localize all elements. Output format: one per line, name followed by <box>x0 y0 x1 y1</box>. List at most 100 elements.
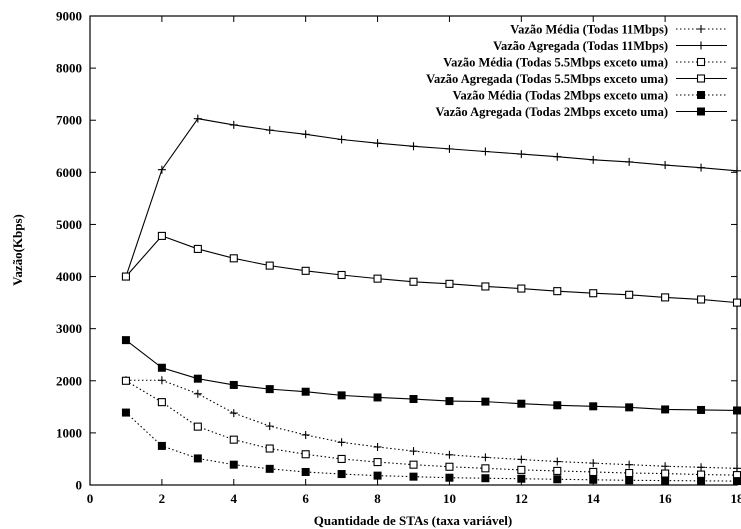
series-3-point-4 <box>265 261 274 270</box>
series-5-point-11 <box>517 399 526 408</box>
series-4-point-10 <box>481 474 490 483</box>
series-3-line <box>125 235 738 304</box>
series-5-point-17 <box>733 406 741 415</box>
series-2-point-5 <box>301 450 310 459</box>
legend-label-2: Vazão Média (Todas 5.5Mbps exceto uma) <box>443 56 668 70</box>
legend-label-5: Vazão Agregada (Todas 2Mbps exceto uma) <box>435 105 668 119</box>
y-tick-label-8: 8000 <box>56 61 82 76</box>
series-3-point-5 <box>301 266 310 275</box>
series-5 <box>121 336 741 415</box>
series-0-point-4 <box>265 422 274 431</box>
series-1-point-12 <box>553 152 562 161</box>
series-0-point-14 <box>625 460 634 469</box>
legend-marker-2 <box>696 57 706 67</box>
legend-label-4: Vazão Média (Todas 2Mbps exceto uma) <box>453 89 668 103</box>
series-5-point-4 <box>265 385 274 394</box>
series-5-point-14 <box>625 403 634 412</box>
series-1-point-1 <box>157 165 166 174</box>
x-tick-label-8: 16 <box>659 491 673 506</box>
x-tick-label-3: 6 <box>302 491 309 506</box>
series-1-point-11 <box>517 150 526 159</box>
series-4-point-12 <box>553 475 562 484</box>
series-5-point-15 <box>661 405 670 414</box>
series-3-point-16 <box>697 295 706 304</box>
series-0-point-15 <box>661 462 670 471</box>
series-4-point-5 <box>301 467 310 476</box>
series-4-point-15 <box>661 476 670 485</box>
series-1-line <box>125 118 738 277</box>
series-3 <box>121 231 741 307</box>
series-4-point-0 <box>121 408 130 417</box>
series-2-point-7 <box>373 458 382 467</box>
series-1 <box>121 114 741 281</box>
series-5-point-6 <box>337 391 346 400</box>
series-3-point-9 <box>445 279 454 288</box>
series-4-point-13 <box>589 475 598 484</box>
series-1-point-13 <box>589 155 598 164</box>
y-tick-label-7: 7000 <box>56 113 82 128</box>
series-2-point-10 <box>481 464 490 473</box>
series-1-point-15 <box>661 161 670 170</box>
x-tick-label-0: 0 <box>87 491 94 506</box>
x-tick-label-5: 10 <box>443 491 456 506</box>
y-tick-label-1: 1000 <box>56 425 82 440</box>
series-0-point-16 <box>697 463 706 472</box>
series-3-point-2 <box>193 244 202 253</box>
series-2-point-8 <box>409 460 418 469</box>
legend-label-0: Vazão Média (Todas 11Mbps) <box>510 23 668 37</box>
series-2-point-13 <box>589 467 598 477</box>
series-4-point-8 <box>409 472 418 481</box>
series-1-point-2 <box>193 114 202 123</box>
series-1-point-16 <box>697 163 706 172</box>
series-0-line <box>125 379 738 469</box>
series-5-point-3 <box>229 380 238 389</box>
series-3-point-15 <box>661 293 670 302</box>
series-4-point-14 <box>625 476 634 485</box>
series-5-point-8 <box>409 395 418 404</box>
y-tick-label-4: 4000 <box>56 269 82 284</box>
series-2-point-0 <box>121 376 130 385</box>
series-3-point-6 <box>337 270 346 280</box>
series-0-point-11 <box>517 455 526 464</box>
series-0-point-1 <box>157 376 166 385</box>
legend-marker-5 <box>697 107 705 116</box>
series-1-point-4 <box>265 126 274 135</box>
series-4-point-7 <box>373 471 382 480</box>
series-0-point-9 <box>445 450 454 459</box>
series-5-point-7 <box>373 393 382 402</box>
series-5-point-9 <box>445 397 454 406</box>
legend-marker-3 <box>696 74 706 83</box>
series-3-point-3 <box>229 254 238 263</box>
series-1-point-3 <box>229 120 238 129</box>
series-4-point-16 <box>697 476 706 485</box>
series-0-point-2 <box>193 389 202 398</box>
series-4-point-3 <box>229 460 238 469</box>
series-4-point-17 <box>733 477 741 486</box>
plot-frame <box>89 15 738 486</box>
series-0-point-13 <box>589 459 598 468</box>
series-2 <box>121 376 741 480</box>
x-tick-label-7: 14 <box>587 491 601 506</box>
series-5-point-0 <box>121 336 130 345</box>
series-5-point-1 <box>157 363 166 372</box>
series-5-point-10 <box>481 397 490 406</box>
series-3-point-13 <box>589 289 598 298</box>
series-0-point-10 <box>481 453 490 462</box>
legend-label-3: Vazão Agregada (Todas 5.5Mbps exceto uma… <box>426 72 668 86</box>
series-1-point-17 <box>733 166 741 175</box>
series-4-point-9 <box>445 473 454 482</box>
series-3-point-7 <box>373 274 382 283</box>
series-2-point-6 <box>337 454 346 463</box>
series-4-point-6 <box>337 470 346 479</box>
series-4-point-4 <box>265 464 274 473</box>
series-5-line <box>125 339 738 412</box>
series-1-point-9 <box>445 144 454 153</box>
series-3-point-0 <box>121 272 130 281</box>
series-3-point-17 <box>732 298 741 307</box>
series-2-point-14 <box>625 468 634 478</box>
series-3-point-10 <box>481 282 490 291</box>
series-1-point-8 <box>409 142 418 151</box>
series-4-point-2 <box>193 454 202 463</box>
legend: Vazão Média (Todas 11Mbps) Vazão Agregada… <box>426 23 727 119</box>
